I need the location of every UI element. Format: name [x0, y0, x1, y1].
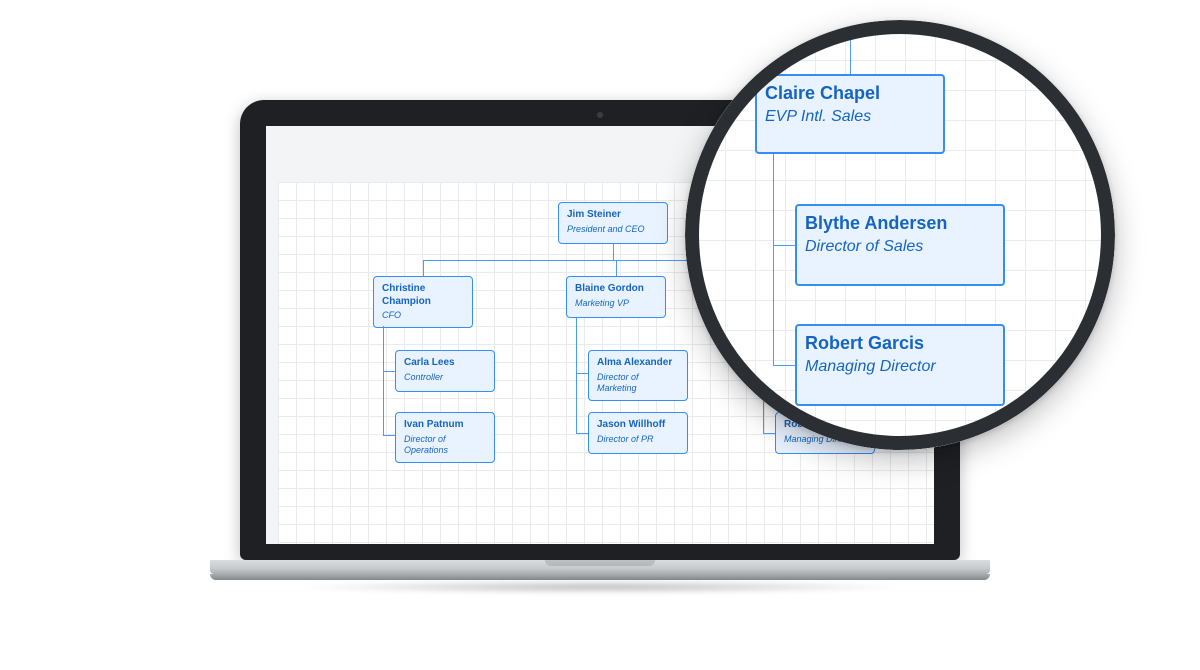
org-node-dpr[interactable]: Jason Willhoff Director of PR — [588, 412, 688, 454]
org-node-name: Carla Lees — [404, 357, 486, 370]
connector — [773, 365, 795, 366]
connector — [423, 260, 424, 276]
connector — [773, 245, 795, 246]
org-node-name: Jim Steiner — [567, 209, 659, 222]
connector — [383, 371, 395, 372]
org-node-name: Blaine Gordon — [575, 283, 657, 296]
laptop-camera — [597, 112, 603, 118]
org-node-title: EVP Intl. Sales — [765, 107, 935, 127]
laptop-shadow — [288, 580, 912, 594]
org-node-name: Blythe Andersen — [805, 212, 995, 235]
laptop-hinge — [210, 560, 990, 574]
connector — [383, 435, 395, 436]
connector — [850, 20, 851, 74]
org-node-ctrl[interactable]: Carla Lees Controller — [395, 350, 495, 392]
org-node-name: Claire Chapel — [765, 82, 935, 105]
org-node-name: Jason Willhoff — [597, 419, 679, 432]
connector — [616, 260, 617, 276]
org-node-title: Director of Operations — [404, 434, 486, 457]
org-node-name: Alma Alexander — [597, 357, 679, 370]
connector — [773, 154, 774, 365]
org-node-title: CFO — [382, 310, 464, 321]
magnifier-canvas: Claire ChapelEVP Intl. Sales Blythe Ander… — [685, 20, 1115, 450]
org-node-title: Controller — [404, 372, 486, 383]
org-node-name: Ivan Patnum — [404, 419, 486, 432]
org-node-m_blythe: Blythe AndersenDirector of Sales — [795, 204, 1005, 286]
org-node-title: President and CEO — [567, 224, 659, 235]
connector — [576, 318, 577, 433]
org-node-dops[interactable]: Ivan Patnum Director of Operations — [395, 412, 495, 463]
org-node-mkvp[interactable]: Blaine Gordon Marketing VP — [566, 276, 666, 318]
org-node-ceo[interactable]: Jim Steiner President and CEO — [558, 202, 668, 244]
connector — [576, 433, 588, 434]
connector — [383, 326, 384, 435]
org-node-title: Director of Marketing — [597, 372, 679, 395]
org-node-dmkt[interactable]: Alma Alexander Director of Marketing — [588, 350, 688, 401]
app-chrome-left — [266, 126, 278, 544]
org-node-name: Robert Garcis — [805, 332, 995, 355]
org-node-m_robert: Robert GarcisManaging Director — [795, 324, 1005, 406]
connector — [576, 373, 588, 374]
org-node-title: Director of Sales — [805, 237, 995, 257]
org-node-title: Director of PR — [597, 434, 679, 445]
org-node-name: Christine Champion — [382, 283, 464, 308]
org-node-title: Managing Director — [805, 357, 995, 377]
org-node-m_claire: Claire ChapelEVP Intl. Sales — [755, 74, 945, 154]
org-node-title: Marketing VP — [575, 298, 657, 309]
magnifier-lens: Claire ChapelEVP Intl. Sales Blythe Ander… — [685, 20, 1115, 450]
org-node-cfo[interactable]: Christine Champion CFO — [373, 276, 473, 328]
connector — [613, 244, 614, 260]
